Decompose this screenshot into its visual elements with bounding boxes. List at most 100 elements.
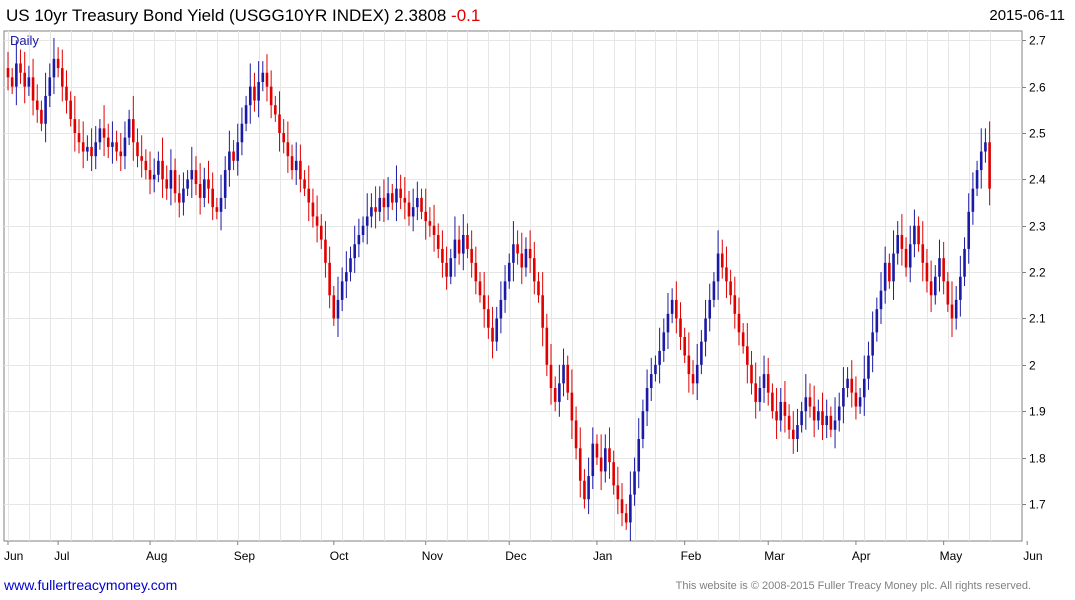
- website-link[interactable]: www.fullertreacymoney.com: [4, 577, 178, 593]
- candle-body-up: [641, 411, 645, 439]
- candle-body-down: [553, 388, 557, 402]
- candle-body-down: [432, 225, 436, 235]
- candle-body-down: [729, 281, 732, 296]
- candle-body-up: [979, 151, 983, 171]
- x-tick-label: Dec: [505, 549, 526, 563]
- candle-body-down: [533, 258, 536, 282]
- candle-body-down: [737, 313, 741, 333]
- candle-body-up: [604, 448, 607, 472]
- candle-body-up: [203, 179, 206, 198]
- candle-body-down: [324, 239, 327, 263]
- y-tick-label: 2: [1029, 359, 1036, 373]
- candle-body-up: [879, 290, 883, 310]
- x-tick-label: Mar: [764, 549, 785, 563]
- candle-body-down: [407, 202, 411, 217]
- candle-body-up: [837, 406, 841, 421]
- candle-body-up: [892, 253, 895, 282]
- candle-body-down: [787, 415, 791, 430]
- price-chart: 1.7 1.8 1.9 2 2.1 2.2 2.3 2.4 2.5 2.6 2.7 Daily Jun J…: [3, 30, 1046, 563]
- candle-body-up: [361, 225, 365, 235]
- candle-body-down: [81, 142, 85, 152]
- candle-body-up: [825, 415, 828, 426]
- candle-body-down: [148, 170, 152, 180]
- candle-body-down: [265, 72, 269, 87]
- candle-body-down: [198, 184, 202, 198]
- candle-body-down: [687, 355, 691, 375]
- candle-body-down: [583, 480, 586, 500]
- candle-body-up: [157, 160, 160, 175]
- candle-body-down: [40, 109, 43, 124]
- candle-body-up: [416, 197, 419, 208]
- candle-body-down: [61, 68, 64, 87]
- candle-body-up: [127, 119, 131, 138]
- candle-body-down: [315, 216, 319, 226]
- candle-body-up: [244, 105, 248, 124]
- candle-body-up: [386, 193, 390, 208]
- candle-body-up: [378, 197, 382, 212]
- candle-body-down: [988, 142, 991, 189]
- x-tick-label: Jul: [54, 549, 69, 563]
- candle-body-down: [595, 443, 599, 458]
- candle-body-down: [812, 406, 816, 421]
- candle-body-up: [86, 146, 89, 152]
- candle-body-down: [466, 235, 469, 249]
- candle-body-up: [649, 374, 653, 388]
- candle-body-down: [608, 448, 611, 463]
- candle-body-up: [758, 388, 762, 402]
- candle-body-up: [182, 188, 185, 203]
- candle-body-up: [52, 58, 56, 78]
- candle-body-up: [637, 439, 641, 472]
- title-change: -0.1: [451, 6, 481, 25]
- candle-body-up: [716, 253, 720, 282]
- x-tick-label: Jun: [1023, 549, 1042, 563]
- candle-body-up: [169, 170, 173, 189]
- y-tick-label: 1.9: [1029, 405, 1046, 419]
- candle-body-up: [365, 216, 369, 226]
- candle-body-up: [123, 137, 127, 157]
- candle-body-down: [620, 499, 624, 514]
- candle-body-down: [566, 364, 570, 393]
- candle-body-up: [240, 123, 244, 143]
- chart-header: US 10yr Treasury Bond Yield (USGG10YR IN…: [0, 0, 1075, 30]
- candle-body-down: [428, 221, 432, 226]
- candle-body-down: [675, 299, 678, 319]
- candle-body-down: [578, 448, 582, 481]
- x-tick-label: Oct: [330, 549, 349, 563]
- candle-body-up: [336, 299, 340, 319]
- candle-body-up: [883, 262, 887, 291]
- candle-body-down: [791, 429, 795, 439]
- candle-body-up: [867, 355, 870, 379]
- candle-body-up: [219, 197, 223, 212]
- candle-body-down: [77, 133, 81, 143]
- candle-body-up: [98, 128, 102, 143]
- candle-body-down: [19, 63, 22, 73]
- candle-body-down: [420, 197, 423, 212]
- candle-body-up: [591, 443, 595, 477]
- candle-body-up: [562, 364, 565, 384]
- candle-body-down: [319, 225, 323, 240]
- candle-body-up: [704, 318, 707, 342]
- y-tick-label: 2.7: [1029, 34, 1046, 48]
- y-tick-label: 2.2: [1029, 266, 1046, 280]
- candle-body-down: [754, 383, 757, 402]
- title-main: US 10yr Treasury Bond Yield (USGG10YR IN…: [6, 6, 447, 25]
- chart-title: US 10yr Treasury Bond Yield (USGG10YR IN…: [6, 6, 480, 26]
- x-tick-label: Jan: [593, 549, 612, 563]
- candle-body-down: [328, 262, 331, 296]
- candle-body-up: [449, 258, 453, 277]
- candle-body-down: [725, 267, 728, 282]
- candle-body-up: [908, 244, 912, 268]
- candle-body-up: [975, 170, 979, 189]
- candle-body-up: [871, 332, 874, 356]
- candle-body-up: [370, 207, 373, 217]
- candle-body-down: [35, 100, 39, 110]
- candle-body-down: [207, 179, 210, 189]
- candle-body-down: [6, 68, 10, 78]
- candle-body-down: [299, 160, 302, 180]
- candle-body-down: [441, 248, 444, 263]
- candle-body-up: [228, 151, 231, 171]
- candle-body-down: [65, 86, 68, 101]
- candle-body-down: [90, 146, 93, 157]
- candle-body-up: [499, 299, 503, 319]
- x-tick-label: Sep: [234, 549, 256, 563]
